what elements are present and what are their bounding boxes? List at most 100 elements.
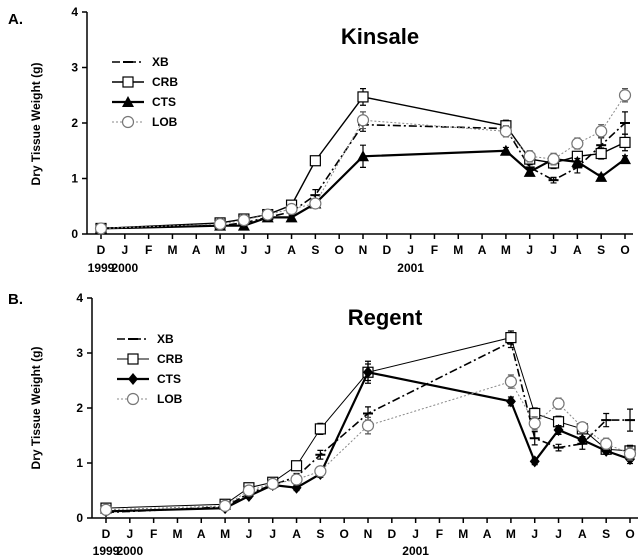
year-label: 2000 [111,261,138,275]
data-point-lob [618,89,632,102]
x-tick-label: S [602,527,610,541]
data-point-lob [213,217,227,231]
legend-label-lob: LOB [157,392,183,406]
x-tick-label: M [506,527,516,541]
data-point-cts [523,165,536,177]
legend-marker-lob [121,115,135,129]
data-point-lob [94,222,108,235]
data-point-lob [595,125,608,138]
y-tick-label: 4 [71,5,78,19]
data-point-lob [523,150,536,163]
x-tick-label: M [220,527,230,541]
x-tick-label: J [531,527,538,541]
panel-label-a: A. [8,11,23,28]
x-tick-label: J [246,527,253,541]
data-point-crb [290,460,303,472]
y-tick-label: 3 [76,346,83,360]
y-axis-label-a: Dry Tissue Weight (g) [29,63,43,186]
chart-title-regent: Regent [348,305,423,330]
data-point-crb [314,423,326,435]
x-tick-label: O [625,527,634,541]
y-tick-label: 3 [71,61,78,75]
x-tick-label: J [264,243,271,257]
data-point-crb [619,136,631,149]
x-tick-label: A [292,527,301,541]
y-axis-label-b: Dry Tissue Weight (g) [29,347,43,470]
legend-label-lob: LOB [152,115,178,129]
series-line-cts [105,370,631,513]
data-point-lob [547,152,560,166]
y-tick-label: 4 [76,291,83,305]
series-b [99,330,637,518]
x-tick-label: M [501,243,511,257]
x-tick-label: O [340,527,349,541]
data-point-lob [99,503,113,516]
year-label: 2001 [397,261,424,275]
data-point-cts [619,153,631,165]
data-point-crb [595,147,607,160]
data-point-lob [623,447,637,460]
y-tick-label: 1 [71,172,78,186]
legend-a: XB CRB CTS LOB [112,55,178,129]
data-point-lob [552,397,565,410]
legend-marker-lob [126,392,140,406]
x-tick-label: M [172,527,182,541]
x-tick-label: N [359,243,368,257]
x-tick-label: J [555,527,562,541]
legend-label-cts: CTS [157,372,181,386]
x-tick-label: F [145,243,152,257]
x-tick-label: J [126,527,133,541]
x-tick-label: M [215,243,225,257]
x-tick-label: M [458,527,468,541]
x-tick-label: J [269,527,276,541]
data-point-lob [504,375,518,388]
x-tick-label: J [121,243,128,257]
x-tick-label: A [192,243,201,257]
series-cts [101,360,635,518]
legend-label-crb: CRB [152,75,178,89]
chart-title-kinsale: Kinsale [341,24,419,49]
series-lob [99,374,637,516]
data-point-lob [285,202,298,216]
data-point-lob [361,419,375,432]
x-tick-label: D [382,243,391,257]
data-point-lob [528,417,541,430]
series-a [94,87,632,235]
x-tick-label: J [526,243,533,257]
x-tick-label: O [335,243,344,257]
y-tick-label: 1 [76,456,83,470]
data-point-crb [505,332,517,344]
x-tick-label: A [287,243,296,257]
legend-marker-crb [127,353,139,365]
y-tick-label: 0 [76,511,83,525]
legend-label-xb: XB [152,55,169,69]
data-point-lob [314,465,327,478]
x-tick-label: N [364,527,373,541]
x-tick-label: F [436,527,443,541]
data-point-lob [242,484,256,497]
data-point-lob [576,421,589,434]
data-point-cts [577,433,588,446]
year-label: 1999 [88,261,115,275]
x-tick-label: S [316,527,324,541]
data-point-cts [595,170,608,182]
data-point-crb [309,155,321,167]
year-label: 1999 [93,544,120,558]
x-tick-label: S [311,243,319,257]
y-tick-label: 0 [71,227,78,241]
panel-kinsale: A. Kinsale Dry Tissue Weight (g) 0 1 2 3 4 D J… [8,5,633,275]
x-tick-label: A [478,243,487,257]
data-point-cts [363,366,373,379]
data-point-cts [553,424,564,436]
x-tick-label: M [167,243,177,257]
legend-label-crb: CRB [157,352,183,366]
data-point-lob [266,477,279,490]
year-label: 2001 [402,544,429,558]
data-point-cts [571,155,584,167]
x-tick-label: D [102,527,111,541]
legend-b: XB CRB CTS LOB [117,332,183,406]
legend-label-cts: CTS [152,95,176,109]
